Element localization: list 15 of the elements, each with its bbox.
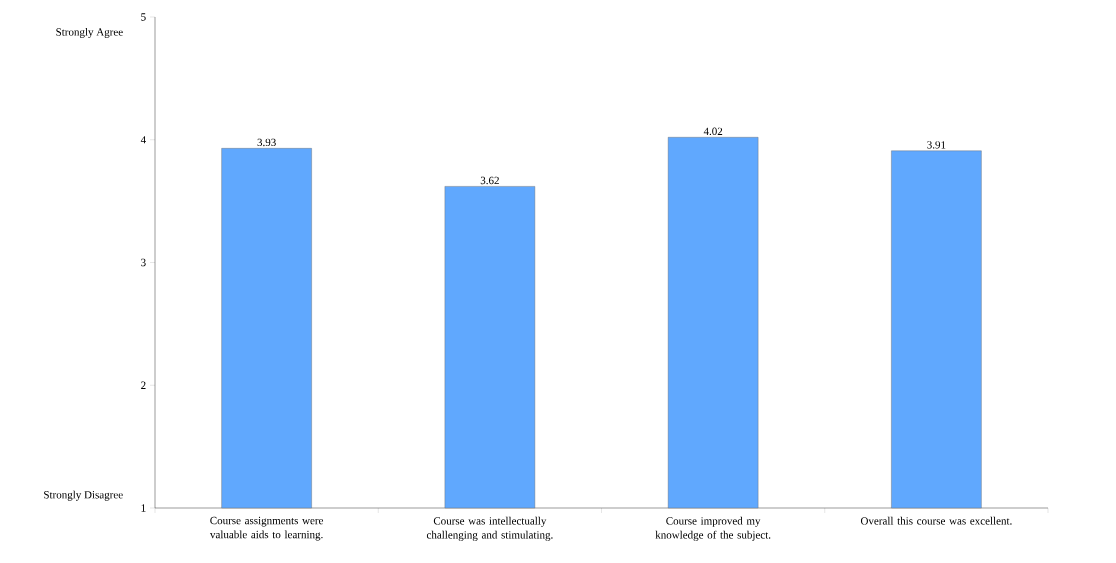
y-tick-label: 3 — [141, 258, 146, 267]
y-tick-label: 1 — [141, 504, 146, 512]
x-tick-label: Course assignments were valuable aids to learning. — [209, 516, 324, 541]
x-tick-label: Course was intellectually challenging and stimulating. — [426, 516, 553, 541]
data-label: 3.91 — [927, 141, 946, 149]
data-label: 4.02 — [703, 127, 723, 136]
text: Strongly Disagree — [44, 490, 123, 501]
y-tick-label: 4 — [140, 136, 146, 144]
text: Strongly Agree — [56, 27, 123, 38]
y-tick-label: 5 — [141, 13, 146, 21]
data-label: 3.62 — [480, 176, 499, 185]
data-label: 3.93 — [257, 138, 276, 147]
x-tick-label: Overall this course was excellent. — [860, 516, 1012, 525]
x-tick-label: Course improved my knowledge of the subject. — [655, 516, 771, 541]
y-tick-label: 2 — [141, 381, 146, 389]
